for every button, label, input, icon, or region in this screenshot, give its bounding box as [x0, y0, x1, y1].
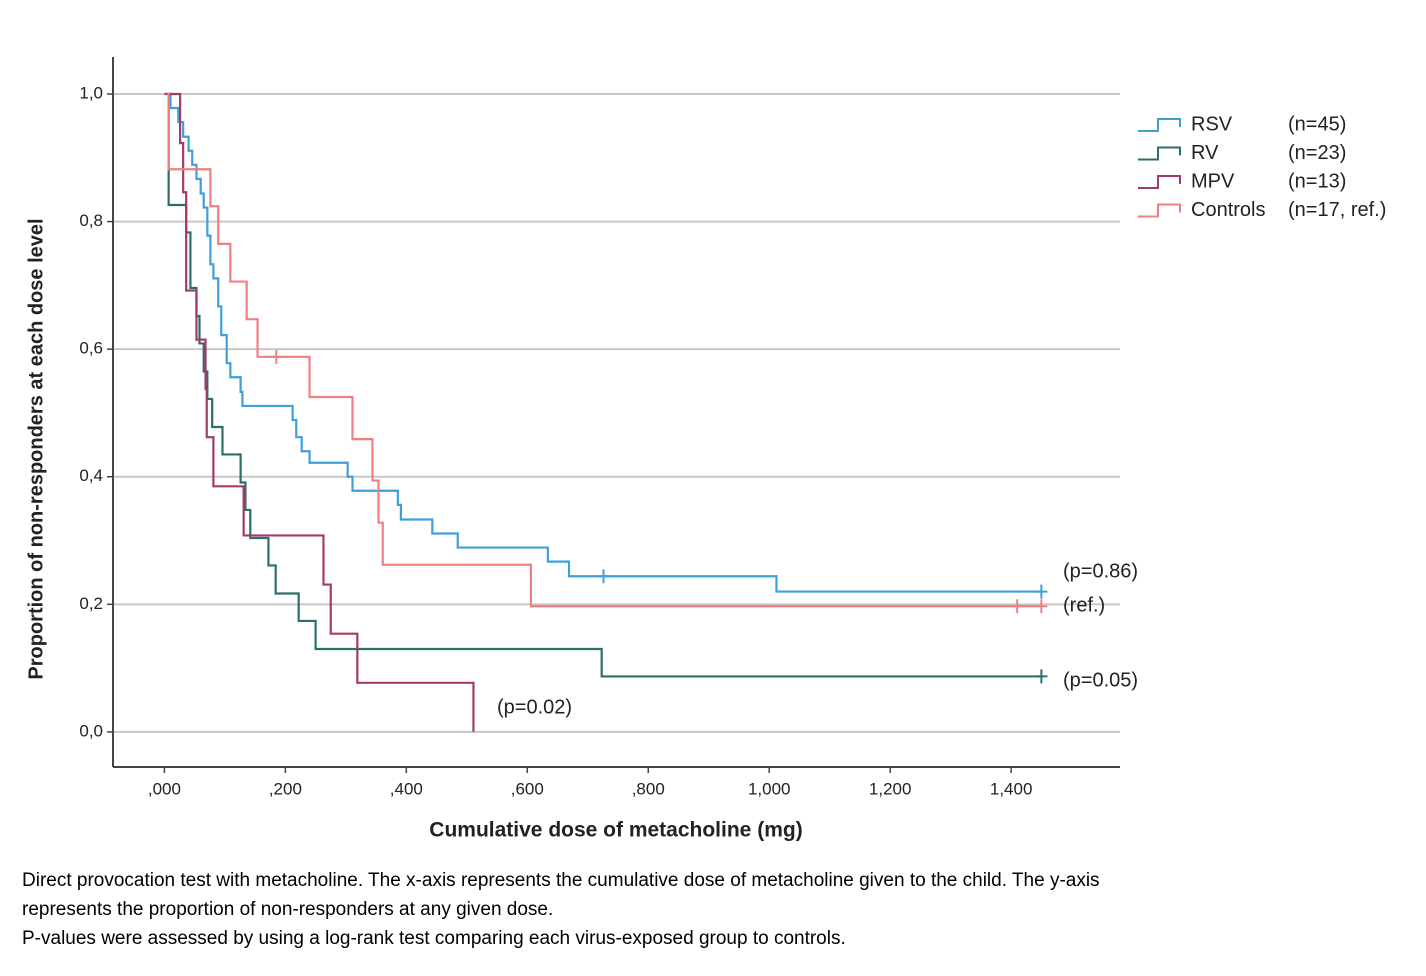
- legend-label: RV: [1191, 142, 1219, 164]
- x-tick-label: 1,400: [990, 779, 1033, 798]
- y-tick-label: 0,0: [79, 721, 103, 740]
- legend-label: Controls: [1191, 199, 1265, 221]
- legend-swatch: [1138, 118, 1181, 132]
- p-value-label: (ref.): [1063, 594, 1105, 616]
- x-axis-label: Cumulative dose of metacholine (mg): [429, 819, 802, 842]
- legend-swatch: [1138, 203, 1181, 218]
- y-axis-label: Proportion of non-responders at each dos…: [25, 218, 47, 679]
- y-tick-label: 0,6: [79, 339, 103, 358]
- caption-line: P-values were assessed by using a log-ra…: [22, 928, 846, 949]
- legend-swatch: [1138, 146, 1181, 161]
- legend-n: (n=23): [1288, 142, 1346, 164]
- censor-mark: [1035, 584, 1048, 599]
- x-tick-label: ,600: [511, 779, 544, 798]
- p-value-label: (p=0.05): [1063, 669, 1138, 691]
- survival-line: [167, 92, 1042, 678]
- caption-line: Direct provocation test with metacholine…: [22, 870, 1100, 891]
- legend-swatch: [1138, 175, 1181, 189]
- censor-mark: [597, 569, 610, 584]
- legend-label: MPV: [1191, 170, 1235, 192]
- y-tick-label: 1,0: [79, 83, 103, 102]
- x-tick-label: 1,200: [869, 779, 912, 798]
- caption-line: represents the proportion of non-respond…: [22, 899, 553, 920]
- x-tick-label: ,800: [632, 779, 665, 798]
- survival-line: [167, 92, 1042, 608]
- legend-n: (n=17, ref.): [1288, 199, 1386, 221]
- legend-label: RSV: [1191, 113, 1233, 135]
- survival-line: [167, 92, 1042, 593]
- p-value-label: (p=0.86): [1063, 560, 1138, 582]
- censor-mark: [1035, 599, 1048, 614]
- x-tick-label: 1,000: [748, 779, 791, 798]
- legend-n: (n=13): [1288, 170, 1346, 192]
- y-tick-label: 0,4: [79, 466, 103, 485]
- y-tick-label: 0,2: [79, 594, 103, 613]
- x-tick-label: ,200: [269, 779, 302, 798]
- censor-mark: [1035, 669, 1048, 684]
- survival-line: [164, 92, 475, 732]
- censor-mark: [270, 349, 283, 364]
- y-tick-label: 0,8: [79, 211, 103, 230]
- legend-n: (n=45): [1288, 113, 1346, 135]
- x-tick-label: ,400: [390, 779, 423, 798]
- p-value-label: (p=0.02): [497, 696, 572, 718]
- censor-mark: [1011, 599, 1024, 614]
- x-tick-label: ,000: [148, 779, 181, 798]
